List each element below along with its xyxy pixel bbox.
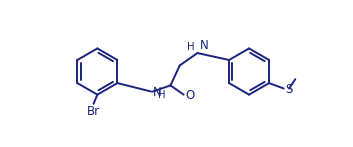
- Text: O: O: [185, 89, 195, 102]
- Text: H: H: [187, 41, 195, 51]
- Text: H: H: [158, 90, 166, 100]
- Text: Br: Br: [87, 105, 100, 118]
- Text: S: S: [285, 83, 293, 96]
- Text: N: N: [200, 39, 209, 51]
- Text: N: N: [153, 86, 162, 99]
